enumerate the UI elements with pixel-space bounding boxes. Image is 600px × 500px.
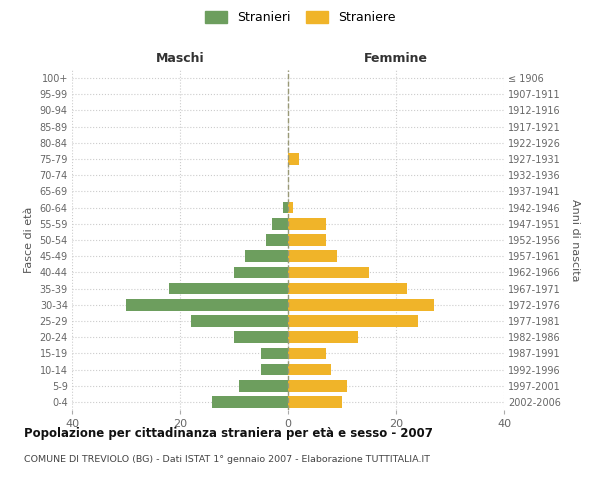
Bar	[126, 299, 288, 310]
Bar	[288, 396, 342, 407]
Bar	[288, 202, 293, 213]
Bar	[283, 202, 288, 213]
Bar	[288, 234, 326, 246]
Bar	[288, 282, 407, 294]
Bar	[261, 364, 288, 376]
Bar	[288, 299, 434, 310]
Bar	[245, 250, 288, 262]
Bar	[288, 364, 331, 376]
Bar	[169, 282, 288, 294]
Bar	[288, 380, 347, 392]
Text: Maschi: Maschi	[155, 52, 205, 65]
Bar	[191, 315, 288, 327]
Bar	[288, 266, 369, 278]
Text: Popolazione per cittadinanza straniera per età e sesso - 2007: Popolazione per cittadinanza straniera p…	[24, 428, 433, 440]
Bar	[239, 380, 288, 392]
Bar	[288, 315, 418, 327]
Bar	[234, 266, 288, 278]
Bar	[288, 332, 358, 343]
Text: Femmine: Femmine	[364, 52, 428, 65]
Bar	[212, 396, 288, 407]
Bar	[288, 218, 326, 230]
Bar	[288, 348, 326, 359]
Bar	[234, 332, 288, 343]
Bar	[266, 234, 288, 246]
Text: COMUNE DI TREVIOLO (BG) - Dati ISTAT 1° gennaio 2007 - Elaborazione TUTTITALIA.I: COMUNE DI TREVIOLO (BG) - Dati ISTAT 1° …	[24, 455, 430, 464]
Y-axis label: Fasce di età: Fasce di età	[24, 207, 34, 273]
Legend: Stranieri, Straniere: Stranieri, Straniere	[205, 11, 395, 24]
Bar	[272, 218, 288, 230]
Bar	[288, 250, 337, 262]
Bar	[261, 348, 288, 359]
Y-axis label: Anni di nascita: Anni di nascita	[571, 198, 580, 281]
Bar	[288, 153, 299, 165]
